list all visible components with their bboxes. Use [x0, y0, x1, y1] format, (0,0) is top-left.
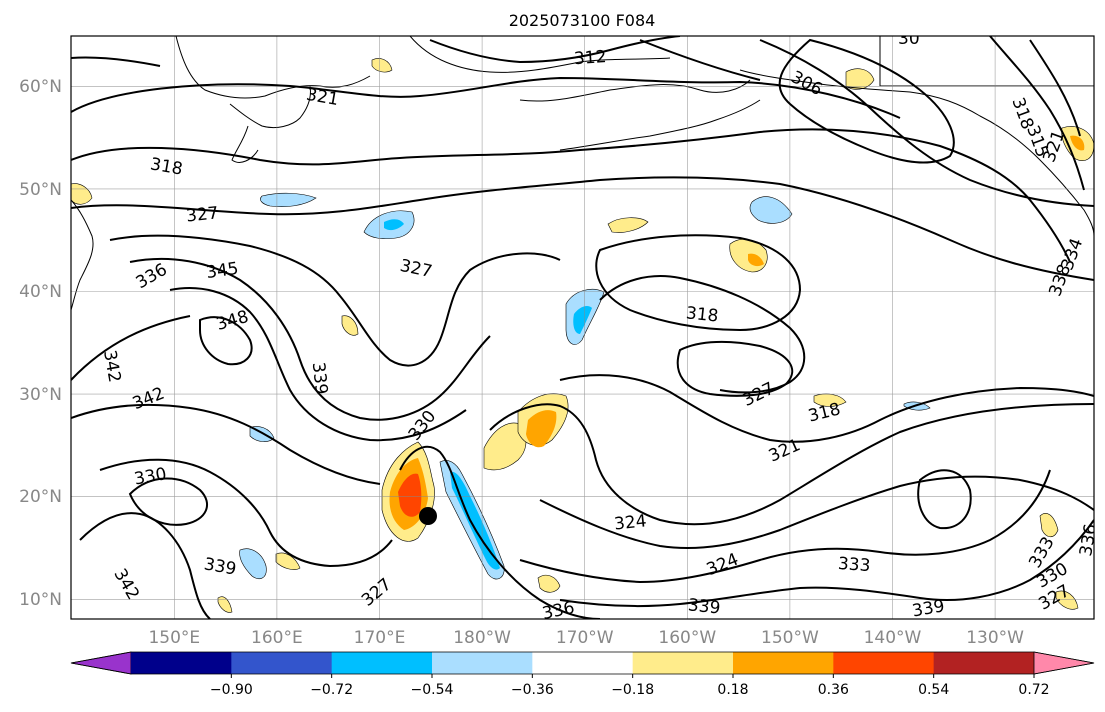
positive-anomaly-east — [483, 422, 527, 471]
colorbar-tick-label: −0.90 — [210, 682, 253, 698]
contour-lines — [71, 36, 1094, 619]
positive-anomaly-small2 — [341, 315, 359, 336]
lat-label: 20°N — [19, 487, 62, 507]
contour-label: 324 — [613, 511, 647, 534]
latitude-labels: 60°N 50°N 40°N 30°N 20°N 10°N — [19, 77, 62, 610]
contour-label: 345 — [205, 259, 240, 283]
positive-anomaly-sw — [275, 552, 301, 570]
lon-label: 130°W — [966, 628, 1024, 648]
lon-label: 150°W — [761, 628, 819, 648]
lon-label: 150°E — [148, 628, 200, 648]
contour-label: 30 — [898, 29, 920, 49]
colorbar-tick-label: −0.36 — [511, 682, 554, 698]
colorbar-swatch — [131, 652, 232, 674]
positive-anomaly-peak — [398, 473, 422, 517]
lon-label: 140°W — [864, 628, 922, 648]
lon-label: 170°E — [354, 628, 406, 648]
negative-anomaly-ne — [749, 196, 793, 224]
positive-anomaly-right-core — [1070, 135, 1085, 151]
negative-anomaly-core — [450, 471, 500, 570]
colorbar-tick-label: 0.72 — [1018, 682, 1049, 698]
negative-anomaly-sw — [239, 548, 267, 579]
graticule — [71, 36, 1094, 619]
colorbar-swatch — [231, 652, 333, 674]
lon-label: 180°W — [453, 628, 511, 648]
lat-label: 50°N — [19, 180, 62, 200]
lat-label: 30°N — [19, 385, 62, 405]
colorbar: −0.90 −0.72 −0.54 −0.36 −0.18 0.18 0.36 0.54 0.7… — [70, 651, 1095, 698]
map-panel: 312 306 30 321 318 315 321 318 327 336 3… — [71, 29, 1101, 624]
lat-label: 60°N — [19, 77, 62, 97]
colorbar-swatch — [632, 652, 734, 674]
colorbar-tick-label: 0.18 — [717, 682, 748, 698]
figure-title: 2025073100 F084 — [509, 11, 656, 30]
negative-anomaly-nw-core — [384, 219, 404, 231]
colorbar-tick-labels: −0.90 −0.72 −0.54 −0.36 −0.18 0.18 0.36 0.54 0.7… — [210, 674, 1050, 698]
lat-label: 40°N — [19, 282, 62, 302]
colorbar-tick-label: −0.18 — [611, 682, 654, 698]
positive-anomaly-se2 — [1055, 590, 1079, 610]
contour-label: 339 — [687, 595, 721, 618]
lon-label: 160°E — [251, 628, 303, 648]
negative-anomaly-n — [260, 192, 317, 208]
positive-anomaly-se — [1039, 513, 1059, 538]
positive-anomaly-east2-core — [526, 410, 557, 448]
colorbar-swatch — [432, 652, 533, 674]
negative-anomaly-mid-core — [573, 306, 592, 334]
colorbar-tick-label: 0.36 — [818, 682, 849, 698]
positive-anomaly-ne-core — [748, 253, 764, 267]
positive-anomaly-s — [537, 574, 561, 593]
colorbar-outline — [70, 651, 1095, 675]
colorbar-swatch — [331, 652, 433, 674]
storm-center-marker — [419, 507, 437, 525]
lon-label: 170°W — [556, 628, 614, 648]
colorbar-swatch — [733, 652, 834, 674]
colorbar-tick-label: −0.72 — [310, 682, 353, 698]
contour-label: 327 — [185, 203, 219, 226]
colorbar-swatch — [933, 652, 1035, 674]
colorbar-swatch — [833, 652, 935, 674]
contour-label: 336 — [1076, 522, 1101, 557]
colorbar-swatches — [70, 651, 1095, 675]
contour-label: 318 — [685, 303, 719, 326]
colorbar-swatch — [532, 652, 634, 674]
colorbar-extend-min — [70, 651, 132, 675]
map-frame — [70, 35, 1095, 620]
contour-label: 312 — [573, 47, 607, 69]
colorbar-tick-label: 0.54 — [918, 682, 949, 698]
contour-label: 339 — [308, 361, 331, 395]
positive-anomaly-small4 — [217, 596, 233, 613]
positive-anomaly-top — [845, 68, 875, 90]
lat-label: 10°N — [19, 590, 62, 610]
longitude-labels: 150°E 160°E 170°E 180°W 170°W 160°W 150°… — [148, 628, 1024, 648]
lon-label: 160°W — [658, 628, 716, 648]
colorbar-extend-max — [1033, 651, 1095, 675]
positive-anomaly-c — [607, 217, 649, 233]
contour-label: 333 — [837, 554, 871, 576]
contour-label: 339 — [911, 596, 946, 621]
contour-label: 336 — [540, 598, 576, 624]
colorbar-tick-label: −0.54 — [411, 682, 454, 698]
